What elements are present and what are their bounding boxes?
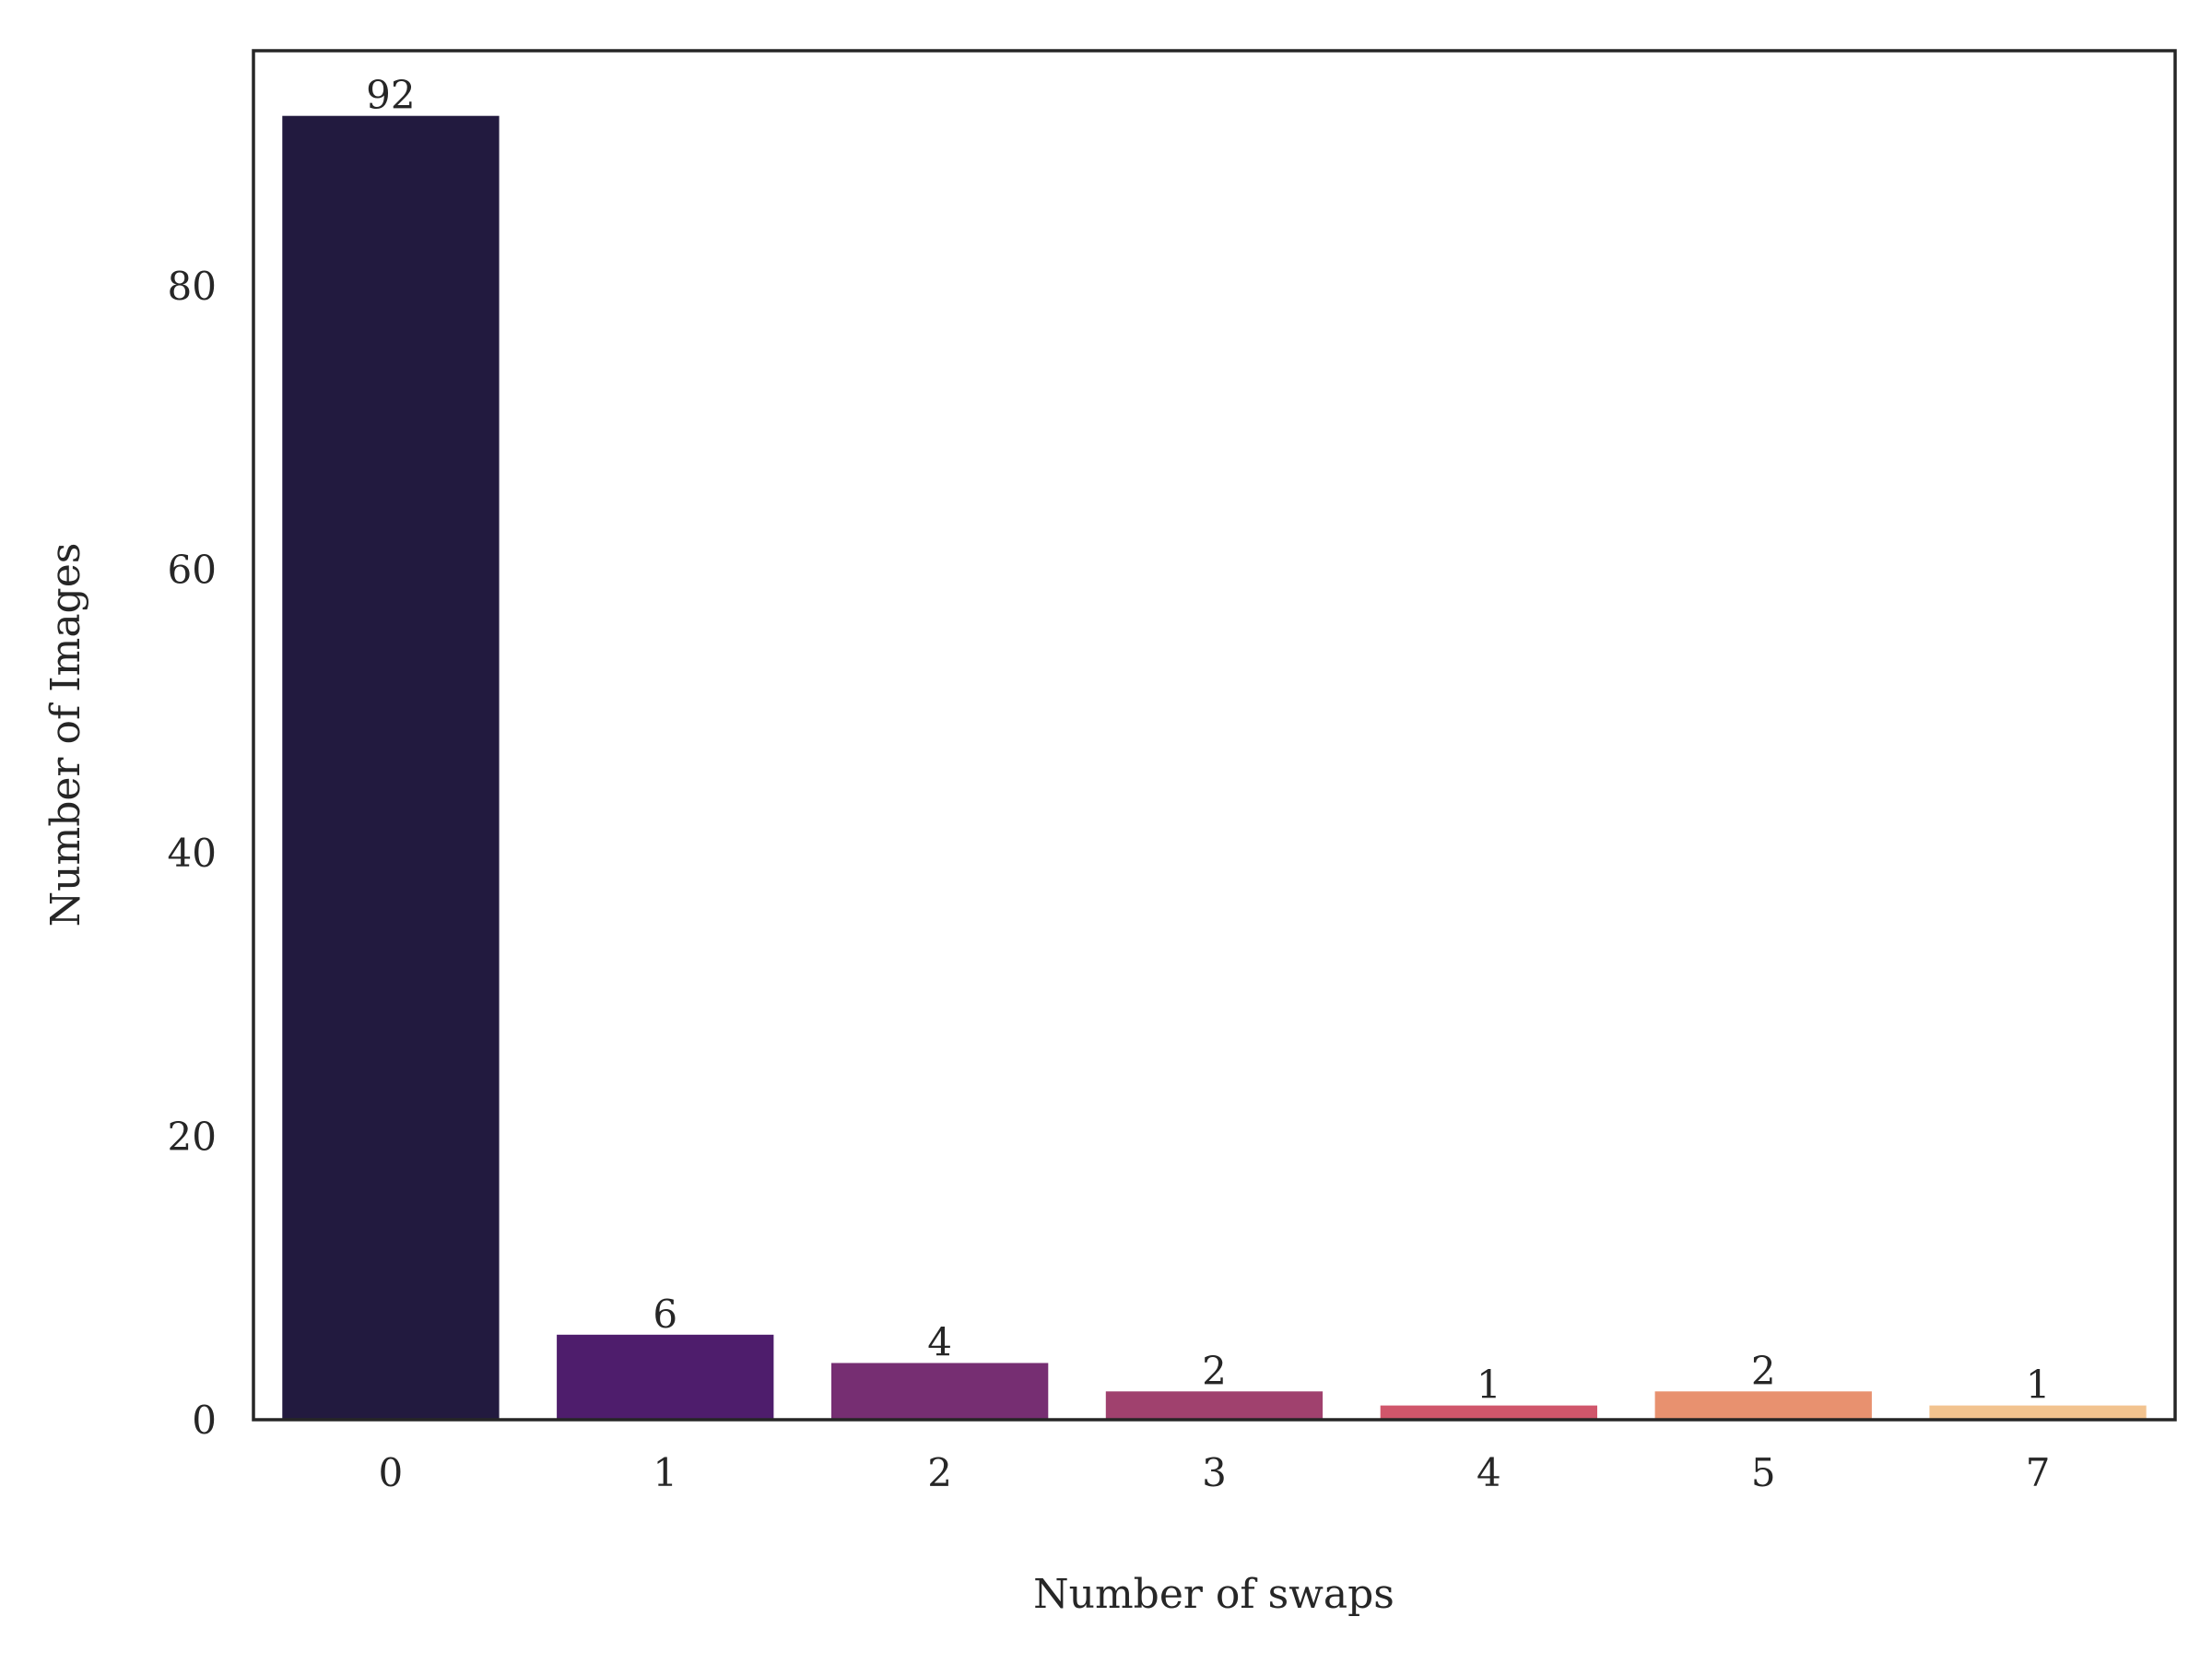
x-tick-label-3: 3 bbox=[1202, 1450, 1227, 1495]
value-label-7: 1 bbox=[2026, 1363, 2051, 1408]
y-tick-label-60: 60 bbox=[168, 548, 217, 593]
x-tick-label-2: 2 bbox=[927, 1450, 952, 1495]
value-label-3: 2 bbox=[1202, 1348, 1227, 1393]
y-tick-label-20: 20 bbox=[168, 1115, 217, 1160]
y-tick-label-40: 40 bbox=[168, 831, 217, 876]
plot-frame bbox=[252, 49, 2177, 1422]
x-tick-label-4: 4 bbox=[1477, 1450, 1501, 1495]
bar-2 bbox=[831, 1363, 1049, 1420]
value-label-4: 1 bbox=[1477, 1363, 1501, 1408]
bar-0 bbox=[282, 115, 500, 1421]
x-tick-label-0: 0 bbox=[379, 1450, 404, 1495]
bar-4 bbox=[1380, 1405, 1597, 1420]
y-axis-title: Number of Images bbox=[42, 543, 89, 927]
bars-layer bbox=[282, 115, 2147, 1421]
plot-background bbox=[253, 51, 2175, 1420]
value-label-1: 6 bbox=[653, 1292, 677, 1337]
x-tick-label-7: 7 bbox=[2026, 1450, 2051, 1495]
value-label-0: 92 bbox=[366, 73, 415, 118]
bar-7 bbox=[1929, 1405, 2147, 1420]
x-tick-label-5: 5 bbox=[1751, 1450, 1776, 1495]
value-label-2: 4 bbox=[927, 1320, 952, 1365]
bar-1 bbox=[557, 1334, 774, 1420]
y-tick-label-0: 0 bbox=[192, 1398, 217, 1443]
value-labels-layer: 92 6 4 2 1 2 1 bbox=[366, 73, 2050, 1408]
value-label-5: 2 bbox=[1751, 1348, 1776, 1393]
y-ticks-layer: 0 20 40 60 80 bbox=[168, 264, 217, 1443]
x-tick-label-1: 1 bbox=[653, 1450, 677, 1495]
x-axis-title: Number of swaps bbox=[1033, 1571, 1394, 1618]
bar-5 bbox=[1654, 1391, 1872, 1420]
x-ticks-layer: 0 1 2 3 4 5 7 bbox=[379, 1450, 2051, 1495]
bar-3 bbox=[1105, 1391, 1324, 1420]
y-tick-label-80: 80 bbox=[168, 264, 217, 309]
